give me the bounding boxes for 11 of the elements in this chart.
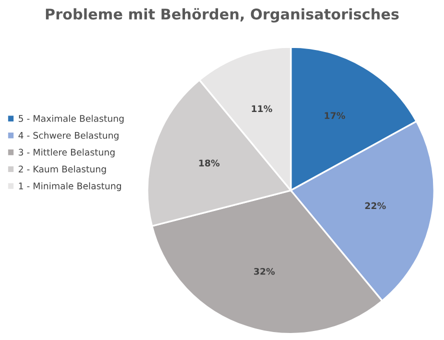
legend-label: 1 - Minimale Belastung [19,182,121,192]
chart-title: Probleme mit Behörden, Organisatorisches [46,8,399,23]
legend-label: 5 - Maximale Belastung [18,114,124,124]
data-label: 18% [199,160,220,166]
data-label: 11% [252,105,272,112]
data-label: 32% [254,268,275,275]
legend-label: 4 - Schwere Belastung [18,132,118,141]
legend-label: 2 - Kaum Belastung [18,165,106,174]
legend-label: 3 - Mittlere Belastung [18,148,115,158]
data-label: 17% [324,112,346,119]
data-label: 22% [365,202,386,210]
